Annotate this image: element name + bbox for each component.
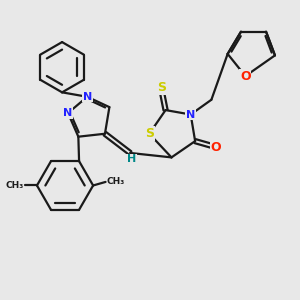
Text: N: N	[63, 108, 73, 118]
Text: S: S	[145, 127, 154, 140]
Text: CH₃: CH₃	[5, 181, 23, 190]
Text: N: N	[82, 92, 92, 102]
Text: N: N	[186, 110, 195, 119]
Text: CH₃: CH₃	[107, 177, 125, 186]
Text: O: O	[240, 70, 251, 83]
Text: S: S	[157, 81, 166, 94]
Text: O: O	[211, 140, 221, 154]
Text: H: H	[127, 154, 136, 164]
